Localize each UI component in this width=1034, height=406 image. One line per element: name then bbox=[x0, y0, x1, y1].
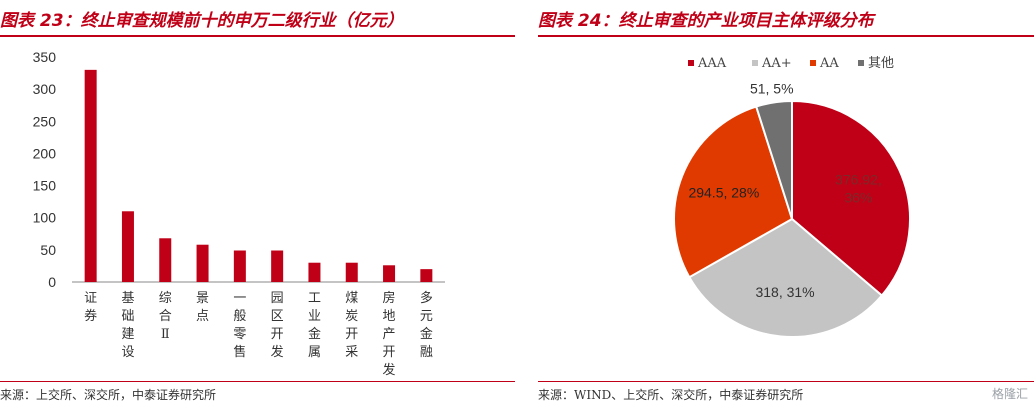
y-tick-label: 100 bbox=[33, 210, 57, 226]
slice-data-label: 294.5, 28% bbox=[688, 184, 759, 200]
x-tick-label: 综合 Ⅱ bbox=[159, 291, 172, 342]
bar bbox=[420, 269, 433, 282]
left-source-note: 来源：上交所、深交所，中泰证券研究所 bbox=[0, 388, 217, 402]
slice-data-label: 51, 5% bbox=[750, 81, 794, 97]
legend-swatch bbox=[752, 60, 758, 66]
right-source-note: 来源：WIND、上交所、深交所，中泰证券研究所 bbox=[538, 388, 804, 402]
right-title-rule bbox=[538, 35, 1034, 37]
watermark-logo: 格隆汇 bbox=[992, 385, 1028, 402]
bar bbox=[84, 69, 97, 282]
legend-swatch bbox=[858, 60, 864, 66]
left-panel: 图表 23：终止审查规模前十的申万二级行业（亿元） 0 50 100 150 200 25… bbox=[0, 0, 515, 406]
legend-swatch bbox=[810, 60, 816, 66]
pie-chart: AAA AA+ AA 其他 376.92, 36% 318, 31% 294.5, 28% 51… bbox=[673, 56, 911, 338]
right-source-rule bbox=[538, 381, 1034, 382]
x-tick-label: 工业金属 bbox=[308, 291, 321, 360]
right-panel: 图表 24：终止审查的产业项目主体评级分布 AAA AA+ AA 其他 376.92, 3… bbox=[538, 0, 1034, 406]
y-tick-label: 300 bbox=[33, 81, 57, 97]
bar bbox=[345, 262, 358, 282]
legend-entry: AA+ bbox=[761, 56, 792, 71]
left-title-rule bbox=[0, 35, 515, 37]
y-tick-label: 350 bbox=[33, 49, 57, 65]
y-tick-label: 50 bbox=[40, 242, 56, 258]
bar bbox=[308, 262, 321, 282]
left-chart-title: 图表 23：终止审查规模前十的申万二级行业（亿元） bbox=[0, 11, 404, 31]
legend-swatch bbox=[688, 60, 694, 66]
slice-data-label: 376.92, 36% bbox=[835, 171, 882, 205]
slice-data-label: 318, 31% bbox=[755, 284, 814, 300]
x-tick-label: 基础建设 bbox=[121, 291, 134, 360]
bar bbox=[383, 265, 396, 282]
right-chart-title: 图表 24：终止审查的产业项目主体评级分布 bbox=[538, 11, 874, 31]
x-tick-label: 证券 bbox=[84, 291, 97, 324]
pie-slice bbox=[791, 99, 911, 297]
left-source-rule bbox=[0, 381, 515, 382]
y-tick-label: 0 bbox=[48, 274, 56, 290]
pie-slice bbox=[754, 99, 793, 220]
bar bbox=[159, 238, 172, 282]
bar bbox=[271, 250, 284, 282]
y-tick-label: 250 bbox=[33, 113, 57, 129]
bar-chart: 0 50 100 150 200 250 300 350 证券 基础建设 综合 Ⅱ 景点 一般零售 园区开发… bbox=[33, 49, 445, 378]
x-tick-label: 多元金融 bbox=[420, 290, 433, 360]
y-tick-label: 150 bbox=[33, 178, 57, 194]
pie-slice bbox=[687, 217, 884, 338]
bar bbox=[121, 211, 134, 282]
x-tick-label: 一般零售 bbox=[233, 291, 246, 360]
legend-entry: AA bbox=[819, 56, 839, 71]
legend-entry: AAA bbox=[697, 56, 727, 71]
watermark-text: 格隆汇 bbox=[991, 387, 1028, 401]
bar bbox=[196, 244, 209, 282]
legend-entry: 其他 bbox=[868, 56, 894, 71]
y-tick-label: 200 bbox=[33, 145, 57, 161]
x-tick-label: 景点 bbox=[196, 291, 209, 324]
x-tick-label: 煤炭开采 bbox=[345, 291, 358, 360]
x-tick-label: 房地产开发 bbox=[383, 290, 396, 378]
bar bbox=[233, 250, 246, 282]
pie-slice bbox=[673, 105, 794, 279]
x-tick-label: 园区开发 bbox=[271, 291, 284, 360]
